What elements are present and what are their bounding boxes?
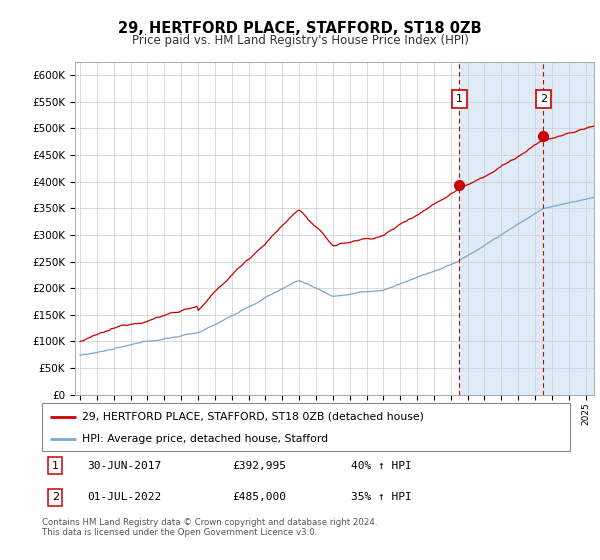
Text: 30-JUN-2017: 30-JUN-2017 — [87, 461, 161, 471]
Text: Contains HM Land Registry data © Crown copyright and database right 2024.
This d: Contains HM Land Registry data © Crown c… — [42, 518, 377, 538]
Text: HPI: Average price, detached house, Stafford: HPI: Average price, detached house, Staf… — [82, 434, 328, 444]
Text: 01-JUL-2022: 01-JUL-2022 — [87, 492, 161, 502]
Text: 35% ↑ HPI: 35% ↑ HPI — [351, 492, 412, 502]
Text: 2: 2 — [52, 492, 59, 502]
Text: 1: 1 — [455, 94, 463, 104]
Text: Price paid vs. HM Land Registry's House Price Index (HPI): Price paid vs. HM Land Registry's House … — [131, 34, 469, 46]
Text: £485,000: £485,000 — [232, 492, 286, 502]
Text: £392,995: £392,995 — [232, 461, 286, 471]
Bar — [459, 62, 600, 395]
Text: 40% ↑ HPI: 40% ↑ HPI — [351, 461, 412, 471]
Text: 1: 1 — [52, 461, 59, 471]
Text: 29, HERTFORD PLACE, STAFFORD, ST18 0ZB: 29, HERTFORD PLACE, STAFFORD, ST18 0ZB — [118, 21, 482, 36]
Text: 29, HERTFORD PLACE, STAFFORD, ST18 0ZB (detached house): 29, HERTFORD PLACE, STAFFORD, ST18 0ZB (… — [82, 412, 424, 422]
Text: 2: 2 — [540, 94, 547, 104]
FancyBboxPatch shape — [42, 403, 570, 451]
